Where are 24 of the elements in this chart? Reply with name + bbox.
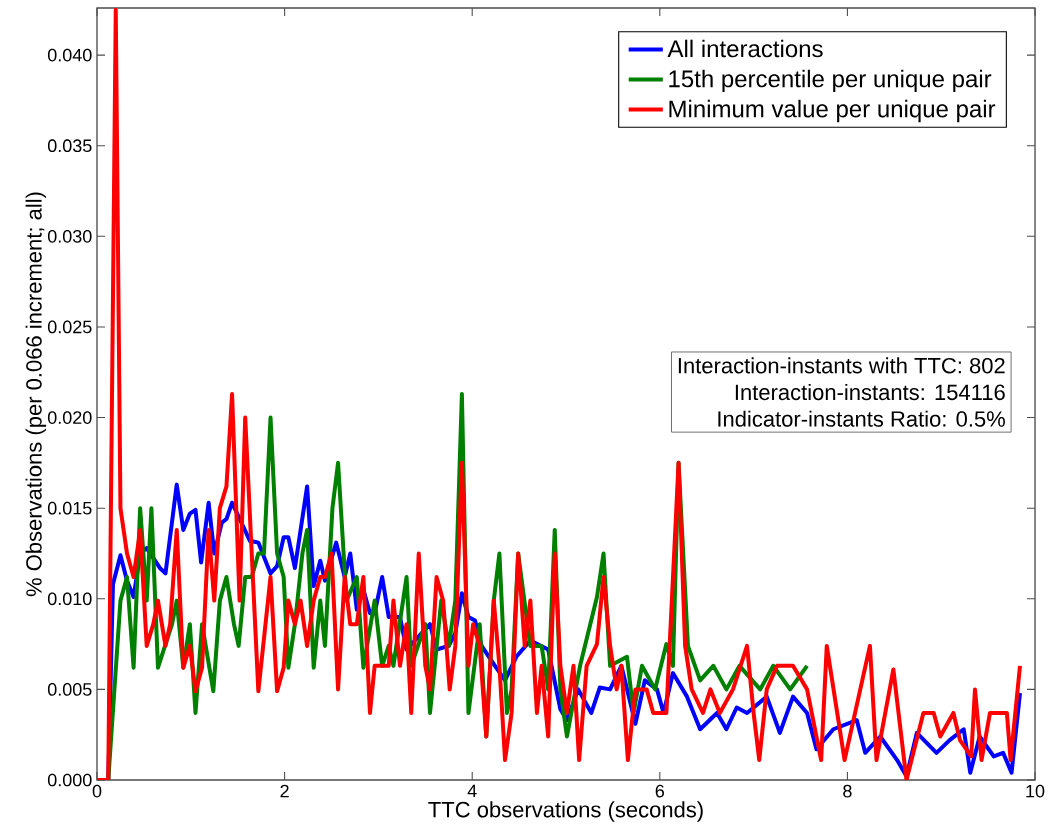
y-tick-label: 0.035 <box>47 139 92 153</box>
x-tick-label: 0 <box>92 784 102 798</box>
line-series <box>97 7 1022 780</box>
annotation: Indicator-instants Ratio: 0.5% <box>718 410 1005 427</box>
legend-label: 15th percentile per unique pair <box>669 69 992 93</box>
x-tick-label: 10 <box>1026 784 1045 798</box>
y-tick-label: 0.000 <box>47 773 92 787</box>
x-tick-label: 8 <box>843 784 852 798</box>
y-tick-label: 0.030 <box>47 229 92 243</box>
y-tick-label: 0.020 <box>47 411 92 424</box>
x-tick-label: 6 <box>655 784 665 798</box>
legend-label: All interactions <box>667 39 823 58</box>
y-tick-label: 0.040 <box>47 48 92 62</box>
annotation: Interaction-instants with TTC: 802 <box>678 357 1005 374</box>
y-tick-label: 0.010 <box>47 592 92 606</box>
x-axis-title: TTC observations (seconds) <box>428 801 703 822</box>
x-tick-label: 4 <box>467 784 477 798</box>
annotation: Interaction-instants: 154116 <box>735 383 1005 401</box>
y-tick-label: 0.015 <box>47 501 92 515</box>
y-tick-label: 0.005 <box>47 683 92 696</box>
y-axis-title: % Observations (per 0.066 increment; all) <box>25 192 47 597</box>
legend-label: Minimum value per unique pair <box>669 99 996 123</box>
y-tick-label: 0.025 <box>47 320 92 334</box>
x-tick-label: 2 <box>280 784 289 798</box>
